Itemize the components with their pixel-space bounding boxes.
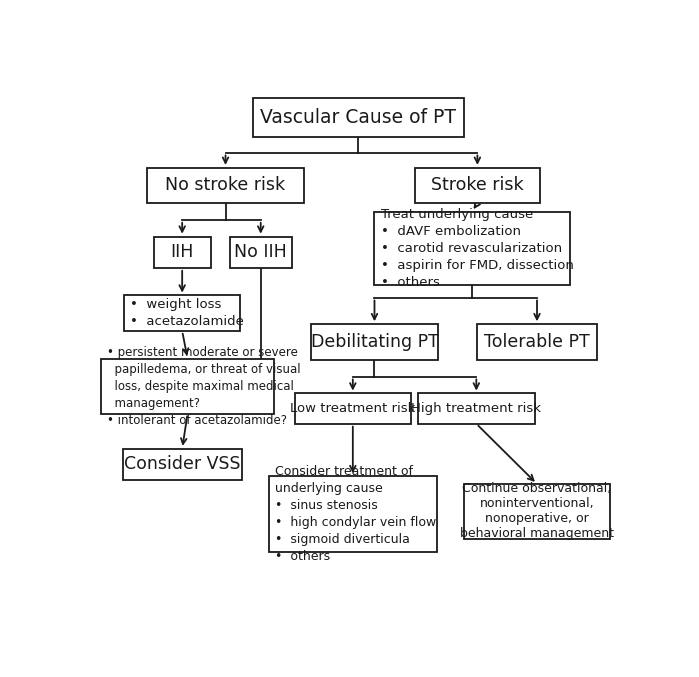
Text: •  weight loss
•  acetazolamide: • weight loss • acetazolamide	[131, 298, 245, 328]
Text: Treat underlying cause
•  dAVF embolization
•  carotid revascularization
•  aspi: Treat underlying cause • dAVF embolizati…	[381, 208, 574, 288]
Text: Continue observational,
noninterventional,
nonoperative, or
behavioral managemen: Continue observational, noninterventiona…	[460, 482, 614, 540]
FancyBboxPatch shape	[477, 324, 597, 359]
FancyBboxPatch shape	[415, 168, 540, 203]
FancyBboxPatch shape	[122, 449, 242, 480]
Text: Low treatment risk: Low treatment risk	[290, 402, 415, 415]
Text: • persistent moderate or severe
  papilledema, or threat of visual
  loss, despi: • persistent moderate or severe papilled…	[108, 346, 301, 427]
Text: Vascular Cause of PT: Vascular Cause of PT	[260, 108, 456, 127]
Text: Consider treatment of
underlying cause
•  sinus stenosis
•  high condylar vein f: Consider treatment of underlying cause •…	[275, 465, 437, 563]
FancyBboxPatch shape	[124, 295, 240, 331]
Text: Consider VSS: Consider VSS	[124, 456, 240, 473]
FancyBboxPatch shape	[418, 393, 535, 424]
FancyBboxPatch shape	[229, 236, 292, 268]
FancyBboxPatch shape	[101, 359, 274, 414]
Text: Stroke risk: Stroke risk	[431, 177, 524, 194]
FancyBboxPatch shape	[311, 324, 438, 359]
FancyBboxPatch shape	[464, 484, 610, 539]
Text: IIH: IIH	[171, 243, 194, 261]
FancyBboxPatch shape	[154, 236, 210, 268]
Text: Debilitating PT: Debilitating PT	[310, 333, 438, 351]
FancyBboxPatch shape	[294, 393, 411, 424]
FancyBboxPatch shape	[252, 98, 464, 137]
Text: Tolerable PT: Tolerable PT	[484, 333, 590, 351]
FancyBboxPatch shape	[147, 168, 304, 203]
Text: High treatment risk: High treatment risk	[411, 402, 541, 415]
FancyBboxPatch shape	[375, 211, 570, 284]
FancyBboxPatch shape	[269, 476, 437, 552]
Text: No IIH: No IIH	[234, 243, 287, 261]
Text: No stroke risk: No stroke risk	[166, 177, 286, 194]
